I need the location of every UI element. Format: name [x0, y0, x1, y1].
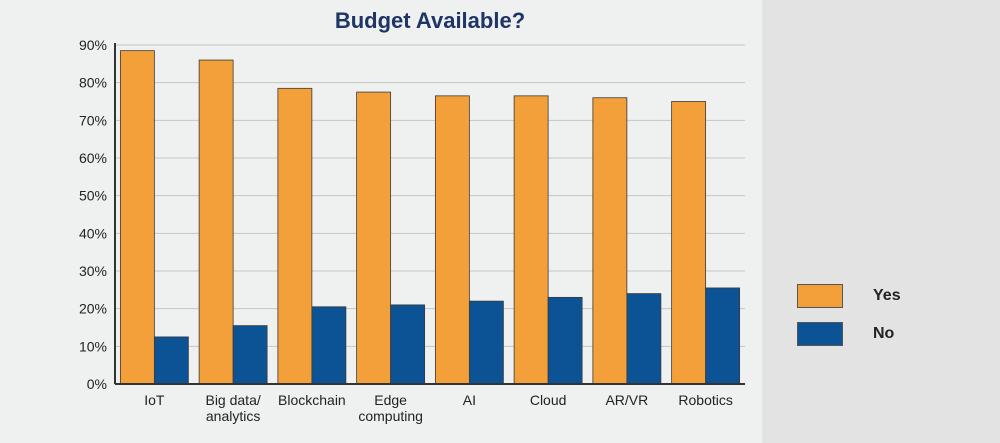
x-tick-label: AR/VR — [605, 392, 648, 408]
bar-yes-6 — [592, 97, 628, 385]
y-tick-label: 20% — [79, 301, 107, 317]
y-tick-label: 70% — [79, 112, 107, 128]
bar-no-6 — [626, 293, 662, 385]
bar-no-3 — [390, 304, 426, 385]
bar-no-5 — [547, 296, 583, 385]
bar-no-0 — [153, 336, 189, 385]
x-tick-label: Robotics — [678, 392, 732, 408]
bar-yes-1 — [198, 59, 234, 385]
legend-panel — [762, 0, 1000, 443]
x-tick-label: computing — [358, 408, 423, 424]
bar-yes-4 — [434, 95, 470, 385]
legend-swatch-yes — [797, 284, 843, 308]
legend-label-yes: Yes — [873, 287, 901, 304]
bar-no-4 — [468, 300, 504, 385]
y-tick-label: 90% — [79, 37, 107, 53]
y-tick-label: 30% — [79, 263, 107, 279]
y-tick-label: 10% — [79, 338, 107, 354]
x-tick-label: Edge — [374, 392, 407, 408]
bar-yes-3 — [356, 91, 392, 385]
bar-chart: 0% 10% 20% 30% 40% 50% 60% 70% 80% 90% IoT Big data… — [79, 37, 745, 424]
y-tick-label: 60% — [79, 150, 107, 166]
x-tick-label: Cloud — [530, 392, 567, 408]
y-tick-label: 80% — [79, 75, 107, 91]
x-tick-label: Big data/ — [205, 392, 260, 408]
bar-no-1 — [232, 325, 268, 385]
y-tick-label: 40% — [79, 225, 107, 241]
bar-no-2 — [311, 306, 347, 385]
x-tick-label: Blockchain — [278, 392, 346, 408]
legend-swatch-no — [797, 322, 843, 346]
bar-yes-0 — [119, 50, 155, 385]
y-tick-label: 50% — [79, 188, 107, 204]
legend-label-no: No — [873, 325, 895, 342]
bar-yes-7 — [671, 101, 707, 385]
bar-yes-2 — [277, 87, 313, 385]
legend-item-no: No — [797, 322, 894, 346]
bar-yes-5 — [513, 95, 549, 385]
legend-item-yes: Yes — [797, 284, 901, 308]
chart-title: Budget Available? — [334, 8, 526, 33]
y-tick-label: 0% — [87, 376, 107, 392]
x-tick-label: IoT — [144, 392, 165, 408]
bar-no-7 — [705, 287, 741, 385]
x-tick-label: AI — [463, 392, 476, 408]
x-tick-label: analytics — [206, 408, 260, 424]
